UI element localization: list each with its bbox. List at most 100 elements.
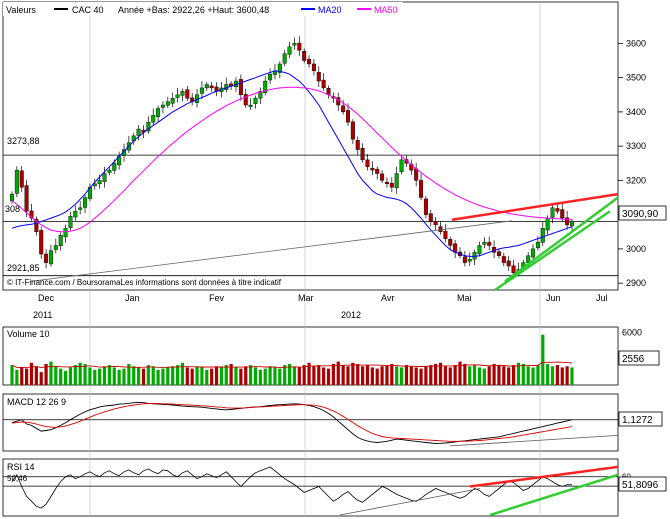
candle-body	[375, 168, 380, 174]
volume-bar	[161, 368, 165, 385]
volume-bar	[229, 363, 233, 385]
support-trend-line-upper	[504, 196, 619, 283]
volume-bar	[434, 363, 438, 385]
ma50-line	[11, 86, 573, 233]
volume-title: Volume 10	[7, 329, 50, 339]
candle-body	[170, 97, 175, 104]
volume-bar	[214, 366, 219, 385]
candle-body	[540, 228, 545, 243]
candle-body	[209, 85, 214, 89]
main-panel-frame	[2, 1, 619, 291]
candle-body	[83, 197, 88, 208]
volume-bar	[102, 366, 107, 385]
volume-bar	[54, 366, 58, 385]
rsi-support-line	[489, 473, 619, 517]
volume-tag: 2556	[622, 354, 645, 365]
candle-body	[180, 91, 185, 96]
volume-bar	[297, 367, 301, 385]
volume-bar	[317, 365, 321, 385]
volume-bar	[175, 365, 180, 385]
volume-bar	[414, 367, 418, 385]
candle-body	[156, 108, 161, 117]
volume-bar	[263, 368, 267, 385]
volume-bar	[361, 366, 365, 385]
candle-body	[292, 43, 297, 46]
volume-bar	[458, 361, 462, 385]
volume-bar	[166, 367, 170, 385]
volume-bar	[468, 366, 472, 385]
rsi-panel-frame	[2, 458, 619, 517]
volume-bar	[404, 365, 409, 385]
ma20-label: MA20	[318, 5, 342, 15]
month-label-avr: Avr	[381, 293, 394, 303]
volume-bar	[356, 363, 360, 385]
volume-bar	[390, 363, 394, 385]
candle-body	[487, 242, 492, 246]
volume-bar	[210, 368, 214, 385]
candle-body	[68, 216, 73, 228]
candle-body	[389, 182, 394, 188]
candle-body	[560, 209, 565, 219]
volume-bar	[63, 370, 68, 385]
volume-bar	[497, 365, 501, 385]
volume-bar	[171, 366, 175, 385]
volume-bar	[117, 369, 121, 385]
volume-bar	[516, 362, 521, 385]
volume-bar	[234, 367, 238, 385]
candle-body	[467, 258, 472, 262]
candle-body	[78, 207, 83, 210]
volume-bar	[326, 368, 331, 385]
candle-body	[14, 169, 19, 194]
candle-body	[204, 84, 209, 89]
price-tick-label: 3000	[626, 244, 646, 254]
volume-bar	[239, 368, 243, 385]
ma20-swatch	[301, 8, 315, 10]
volume-bar	[98, 368, 102, 385]
candle-body	[355, 140, 360, 150]
candle-body	[365, 159, 370, 167]
month-label-jul: Jul	[596, 293, 608, 303]
volume-bar	[180, 362, 185, 385]
candle-body	[311, 63, 316, 72]
rsi-line	[3, 465, 619, 517]
volume-bar	[526, 366, 530, 385]
level-3080-label: 308	[5, 204, 20, 214]
ma50-label: MA50	[374, 5, 398, 15]
volume-bar	[492, 363, 496, 385]
long-support-line	[29, 220, 513, 282]
macd-line	[11, 401, 573, 445]
volume-bar	[336, 361, 340, 385]
candle-body	[39, 230, 44, 255]
rsi-line	[11, 466, 573, 509]
volume-bar	[278, 368, 282, 385]
support-trend-line-lower	[494, 210, 611, 292]
macd-panel-frame	[2, 393, 619, 452]
macd-trend-line	[449, 434, 619, 447]
volume-average-line	[11, 361, 573, 369]
candle-body	[438, 226, 443, 232]
candle-body	[185, 89, 190, 99]
month-label-dec: Dec	[38, 293, 55, 303]
volume-bar	[370, 367, 374, 385]
candle-body	[97, 180, 102, 185]
volume-bar	[565, 366, 569, 385]
volume-bar	[555, 365, 559, 385]
candle-body	[53, 245, 58, 250]
volume-bar	[88, 367, 92, 385]
volume-bar	[463, 363, 467, 385]
ma20-line	[11, 70, 573, 257]
candle-body	[346, 109, 351, 123]
candle-body	[384, 181, 389, 185]
price-tick-label: 3500	[626, 73, 646, 83]
volume-bar	[137, 367, 141, 385]
candle-body	[297, 42, 302, 51]
candle-body	[448, 239, 453, 246]
price-tag: 3090,90	[622, 209, 659, 220]
volume-bar	[253, 367, 258, 385]
price-tick-label: 3400	[626, 107, 646, 117]
rsi-long-trend-line	[339, 488, 481, 516]
volume-bar	[385, 365, 389, 385]
volume-bar	[25, 368, 29, 385]
volume-bar	[541, 334, 545, 385]
candle-body	[428, 213, 433, 222]
